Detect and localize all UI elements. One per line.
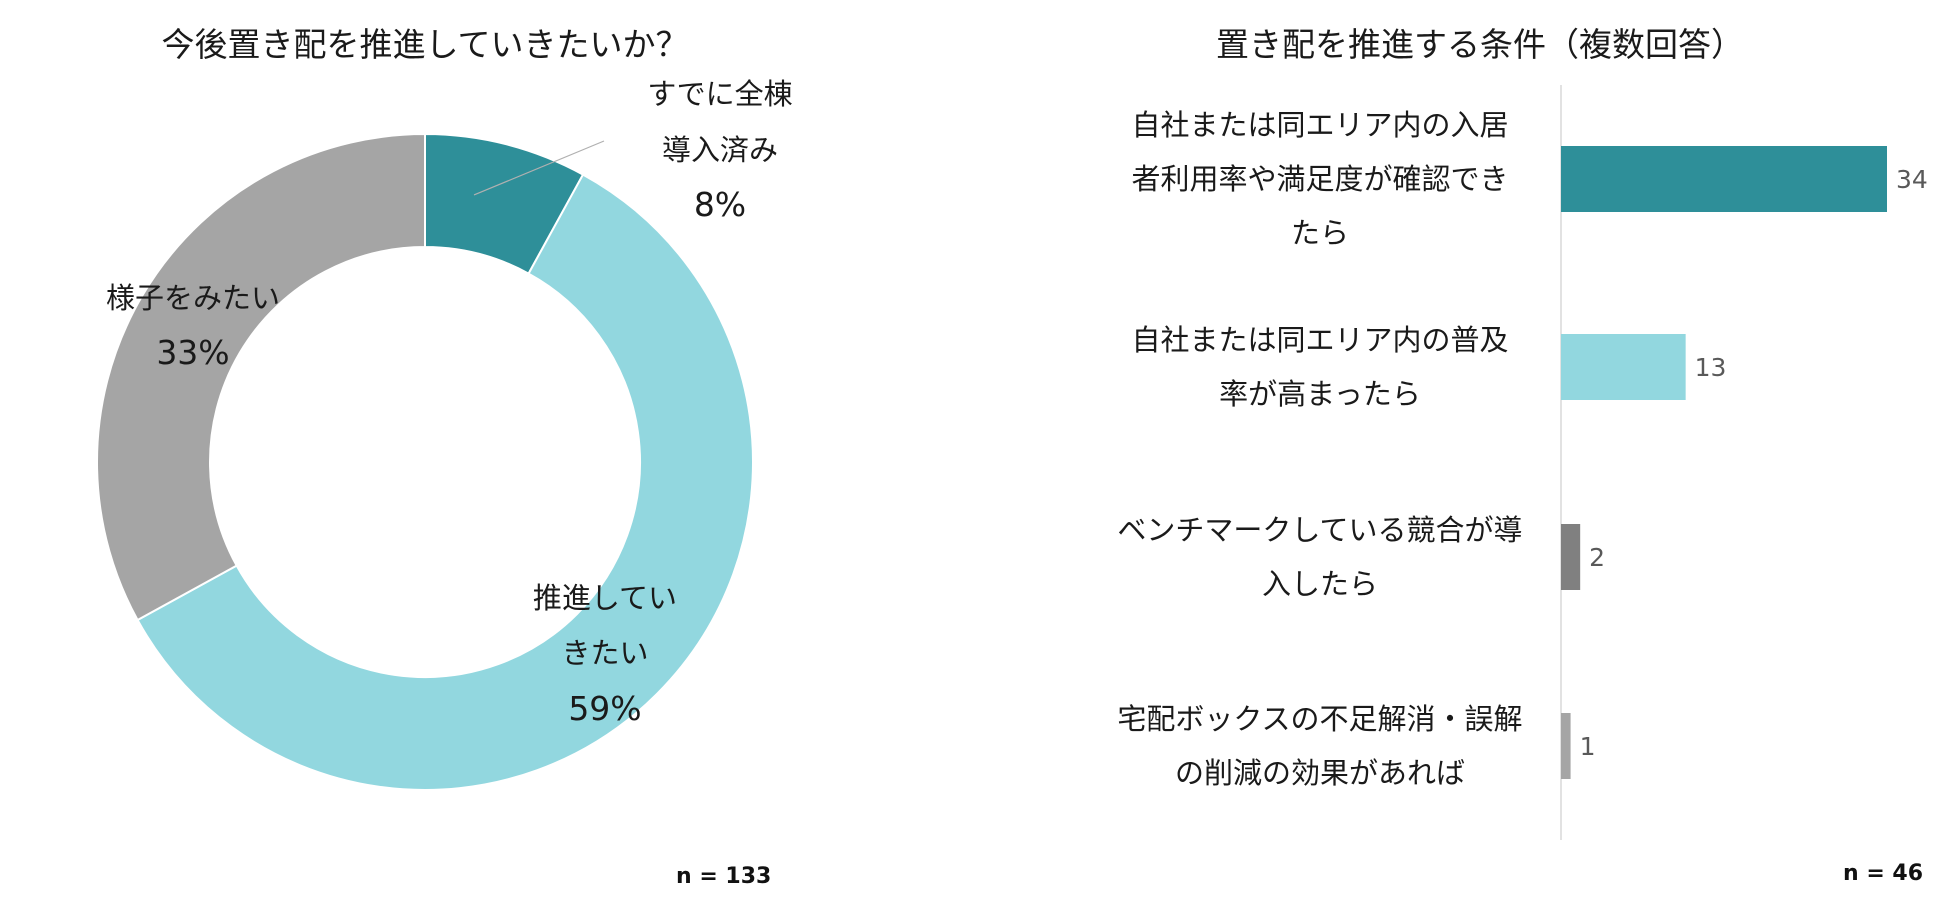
bar-0-category-line-0: 自社または同エリア内の入居 [1131, 108, 1508, 142]
bar-3-value-label: 1 [1580, 732, 1596, 761]
bar-3-category-line-0: 宅配ボックスの不足解消・誤解 [1117, 702, 1522, 736]
donut-sample-size: n = 133 [676, 864, 772, 889]
bar-1-category-line-1: 率が高まったら [1219, 377, 1421, 411]
bar-0-value-label: 34 [1896, 165, 1928, 194]
donut-slice-1 [136, 173, 754, 791]
donut-leader-line [473, 140, 605, 196]
bar-2 [1561, 524, 1581, 590]
donut-chart-title: 今後置き配を推進していきたいか？ [161, 25, 689, 64]
bar-chart-title: 置き配を推進する条件（複数回答） [1216, 25, 1744, 64]
bar-0 [1561, 146, 1887, 212]
donut-slice-0-percent: 8% [694, 185, 746, 224]
donut-slice-2 [96, 132, 426, 622]
donut-slice-1-percent: 59% [568, 689, 641, 728]
donut-slice-1-label-line-0: 推進してい [533, 581, 677, 615]
bar-3-category-line-1: の削減の効果があれば [1175, 756, 1465, 790]
donut-slice-0-label-line-0: すでに全棟 [647, 77, 792, 111]
donut-slice-1-label-line-1: きたい [561, 636, 648, 670]
bar-1 [1561, 334, 1686, 400]
bar-2-value-label: 2 [1589, 543, 1605, 572]
donut-slice-2-percent: 33% [156, 333, 229, 372]
bar-0-category-line-2: たら [1291, 216, 1349, 250]
bar-0-category-line-1: 者利用率や満足度が確認でき [1131, 162, 1508, 196]
bar-3 [1561, 713, 1571, 779]
donut-slice-2-label-line-0: 様子をみたい [106, 281, 280, 315]
bar-2-category-line-1: 入したら [1262, 567, 1378, 601]
bar-1-category-line-0: 自社または同エリア内の普及 [1131, 323, 1508, 357]
donut-slice-0-label-line-1: 導入済み [662, 133, 778, 167]
bar-sample-size: n = 46 [1843, 861, 1924, 886]
bar-2-category-line-0: ベンチマークしている競合が導 [1117, 513, 1522, 547]
bar-1-value-label: 13 [1695, 353, 1727, 382]
